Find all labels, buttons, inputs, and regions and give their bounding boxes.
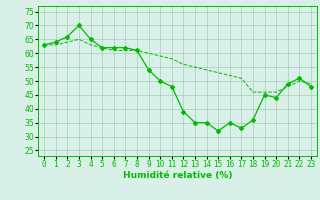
X-axis label: Humidité relative (%): Humidité relative (%) bbox=[123, 171, 232, 180]
